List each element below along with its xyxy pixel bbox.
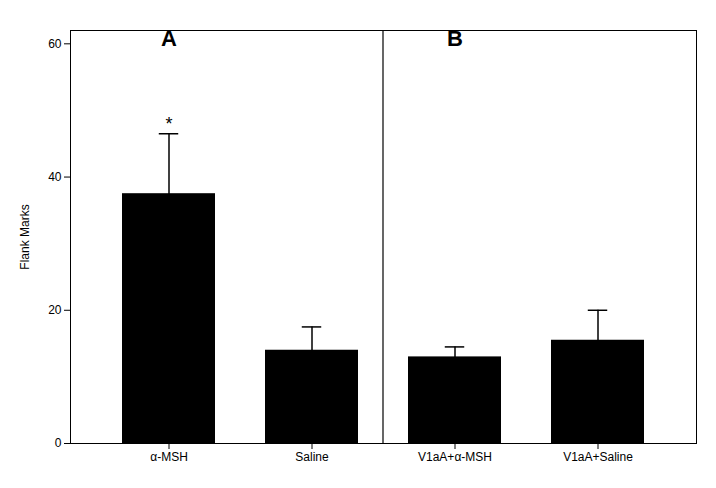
svg-text:*: * [165,114,172,134]
svg-text:60: 60 [48,37,62,51]
svg-text:20: 20 [48,303,62,317]
svg-text:0: 0 [55,436,62,450]
svg-text:V1aA+α-MSH: V1aA+α-MSH [418,450,492,464]
svg-text:B: B [447,26,463,51]
svg-text:A: A [161,26,177,51]
svg-text:40: 40 [48,170,62,184]
svg-text:α-MSH: α-MSH [150,450,188,464]
svg-text:Flank Marks: Flank Marks [18,204,32,269]
svg-text:Saline: Saline [295,450,329,464]
svg-text:V1aA+Saline: V1aA+Saline [563,450,633,464]
